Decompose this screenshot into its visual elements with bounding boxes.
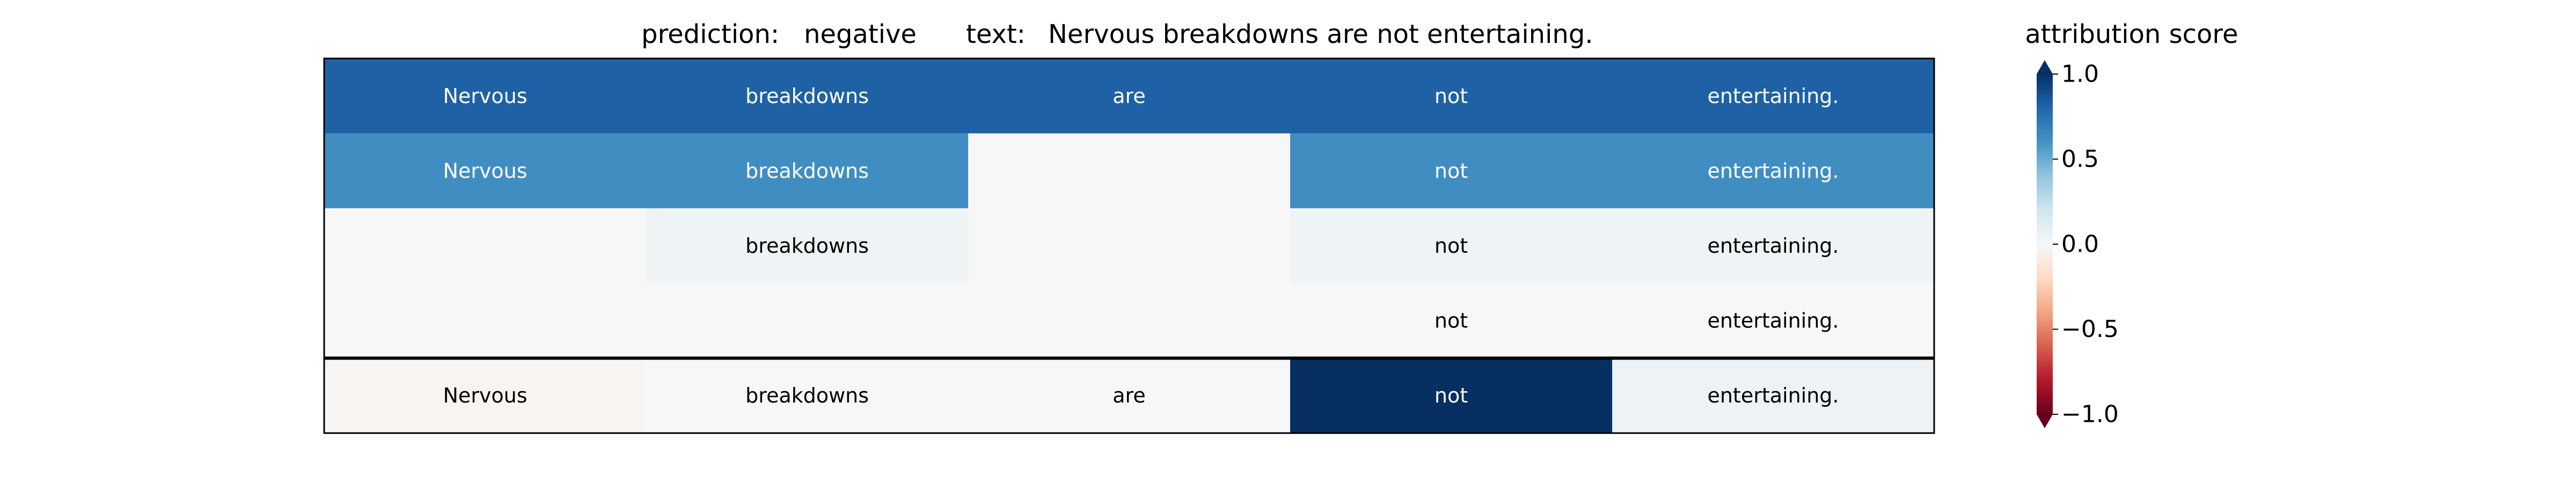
cell-label: Nervous <box>443 84 527 108</box>
colorbar: 1.0 0.5 0.0 −0.5 −1.0 <box>2037 60 2119 428</box>
heatmap-cell-r3-c4 <box>1612 283 1934 358</box>
heatmap-cell-r0-c3 <box>1290 58 1612 134</box>
colorbar-tick-label: −0.5 <box>2061 316 2119 343</box>
cell-label: not <box>1435 84 1468 108</box>
colorbar-title: attribution score <box>2025 19 2238 49</box>
heatmap-cell-r1-c2 <box>968 133 1290 209</box>
heatmap-cell-r0-c2 <box>968 58 1290 134</box>
heatmap-cell-r4-c1 <box>646 358 968 433</box>
prediction-label: prediction: <box>641 19 779 49</box>
heatmap-cell-r2-c1 <box>646 208 968 283</box>
heatmap-cell-r4-c2 <box>968 358 1290 433</box>
heatmap-cell-r2-c2 <box>968 208 1290 283</box>
heatmap-cell-r2-c4 <box>1612 208 1934 283</box>
cell-label: Nervous <box>443 159 527 182</box>
heatmap-cell-r1-c0 <box>324 133 646 209</box>
cell-label: breakdowns <box>745 234 869 258</box>
heatmap-cell-r3-c3 <box>1290 283 1612 358</box>
cell-label: breakdowns <box>745 159 869 182</box>
text-label: text: <box>966 19 1026 49</box>
heatmap-cell-r0-c0 <box>324 58 646 134</box>
cell-label: entertaining. <box>1707 384 1839 407</box>
colorbar-tick-label: 0.5 <box>2061 145 2099 173</box>
text-value: Nervous breakdowns are not entertaining. <box>1048 19 1593 49</box>
heatmap-cell-r1-c1 <box>646 133 968 209</box>
colorbar-tick-label: 0.0 <box>2061 231 2099 258</box>
heatmap-cell-r3-c0 <box>324 283 646 358</box>
heatmap-cell-r2-c3 <box>1290 208 1612 283</box>
cell-label: entertaining. <box>1707 234 1839 258</box>
cell-label: are <box>1113 84 1145 108</box>
prediction-value: negative <box>804 19 917 49</box>
heatmap-cell-r0-c4 <box>1612 58 1934 134</box>
heatmap-border <box>323 57 1935 434</box>
cell-label: entertaining. <box>1707 309 1839 333</box>
heatmap-cell-r4-c3 <box>1290 358 1612 433</box>
cell-label: Nervous <box>443 384 527 407</box>
cell-label: not <box>1435 159 1468 182</box>
heatmap-cell-r4-c4 <box>1612 358 1934 433</box>
cell-label: entertaining. <box>1707 159 1839 182</box>
heatmap-cell-r1-c4 <box>1612 133 1934 209</box>
heatmap-cell-r3-c2 <box>968 283 1290 358</box>
heatmap-cell-r2-c0 <box>324 208 646 283</box>
colorbar-tick-label: −1.0 <box>2061 401 2119 428</box>
heatmap-cell-r0-c1 <box>646 58 968 134</box>
heatmap-cell-r3-c1 <box>646 283 968 358</box>
cell-label: entertaining. <box>1707 84 1839 108</box>
colorbar-gradient <box>2037 74 2053 414</box>
cell-label: breakdowns <box>745 384 869 407</box>
colorbar-tick-label: 1.0 <box>2061 61 2099 88</box>
cell-label: not <box>1435 384 1468 407</box>
cell-label: breakdowns <box>745 84 869 108</box>
colorbar-upper-extend <box>2037 60 2053 74</box>
cell-label: not <box>1435 234 1468 258</box>
cell-label: are <box>1113 384 1145 407</box>
attribution-heatmap: Nervous breakdowns are not entertaining. Nerv… <box>323 57 1935 434</box>
colorbar-lower-extend <box>2037 414 2053 428</box>
cell-label: not <box>1435 309 1468 333</box>
heatmap-cell-r4-c0 <box>324 358 646 433</box>
heatmap-cell-r1-c3 <box>1290 133 1612 209</box>
